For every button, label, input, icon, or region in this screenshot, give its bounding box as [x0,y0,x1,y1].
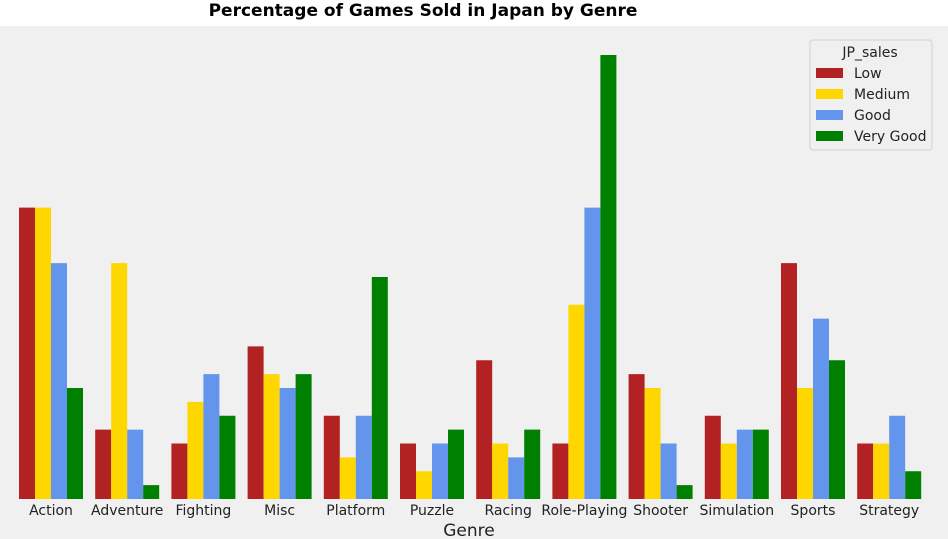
chart-title: Percentage of Games Sold in Japan by Gen… [209,1,638,21]
bar-platform-good [355,415,372,499]
bar-puzzle-very-good [448,429,464,499]
x-axis-label: Genre [443,521,494,539]
bar-role-playing-medium [568,304,585,499]
x-tick-label: Racing [485,503,532,519]
bars-group [19,55,922,499]
bar-sports-medium [797,388,813,499]
x-tick-label: Strategy [859,503,919,519]
bar-sports-good [813,318,829,499]
legend-label-very-good: Very Good [854,129,926,145]
bar-fighting-low [171,443,188,499]
x-tick-label: Role-Playing [541,503,627,519]
x-tick-label: Platform [326,503,385,519]
bar-platform-very-good [371,277,388,499]
legend-swatch-medium [816,89,843,99]
bar-shooter-very-good [676,485,693,499]
bar-adventure-medium [111,263,128,499]
x-tick-label: Shooter [633,503,688,519]
bar-puzzle-low [400,443,416,499]
bar-racing-good [508,457,525,499]
bar-platform-low [323,415,340,499]
bar-sports-very-good [829,360,845,499]
legend-title: JP_sales [841,45,897,61]
x-tick-label: Misc [264,503,295,519]
x-tick-label: Fighting [175,503,231,519]
bar-action-medium [35,207,51,499]
x-tick-label: Puzzle [410,503,454,519]
bar-action-very-good [67,388,83,499]
bar-simulation-good [736,429,753,499]
x-tick-label: Action [29,503,73,519]
bar-fighting-very-good [219,415,236,499]
bar-adventure-very-good [143,485,160,499]
x-tick-label: Sports [791,503,836,519]
bar-simulation-low [704,415,721,499]
bar-role-playing-good [584,207,601,499]
legend: JP_sales Low Medium Good Very Good [809,39,933,151]
bar-action-low [19,207,35,499]
legend-items: Low Medium Good Very Good [816,66,926,145]
bar-strategy-good [889,415,906,499]
bar-adventure-good [127,429,144,499]
bar-shooter-medium [644,388,661,499]
x-tick-label: Simulation [700,503,775,519]
bar-puzzle-good [432,443,448,499]
bar-fighting-medium [187,401,204,499]
bar-platform-medium [339,457,356,499]
bar-simulation-very-good [752,429,769,499]
legend-swatch-good [816,110,843,120]
x-tick-labels: Action Adventure Fighting Misc Platform Puzzl… [29,503,919,519]
bar-racing-very-good [524,429,541,499]
bar-role-playing-very-good [600,55,617,499]
bar-puzzle-medium [416,471,432,499]
bar-misc-very-good [295,374,312,499]
bar-strategy-medium [873,443,890,499]
legend-swatch-low [816,68,843,78]
x-tick-label: Adventure [91,503,163,519]
bar-racing-medium [492,443,509,499]
bar-role-playing-low [552,443,569,499]
legend-swatch-very-good [816,131,843,141]
bar-misc-good [279,388,296,499]
bar-shooter-low [628,374,645,499]
bar-misc-medium [263,374,280,499]
legend-label-good: Good [854,108,891,124]
legend-box [809,39,933,151]
bar-misc-low [247,346,264,499]
bar-strategy-very-good [905,471,922,499]
legend-label-medium: Medium [854,87,910,103]
bar-action-good [51,263,67,499]
bar-adventure-low [95,429,112,499]
bar-strategy-low [857,443,874,499]
bar-fighting-good [203,374,220,499]
bar-sports-low [781,263,797,499]
bar-simulation-medium [720,443,737,499]
legend-label-low: Low [854,66,882,82]
bar-shooter-good [660,443,677,499]
bar-racing-low [476,360,493,499]
